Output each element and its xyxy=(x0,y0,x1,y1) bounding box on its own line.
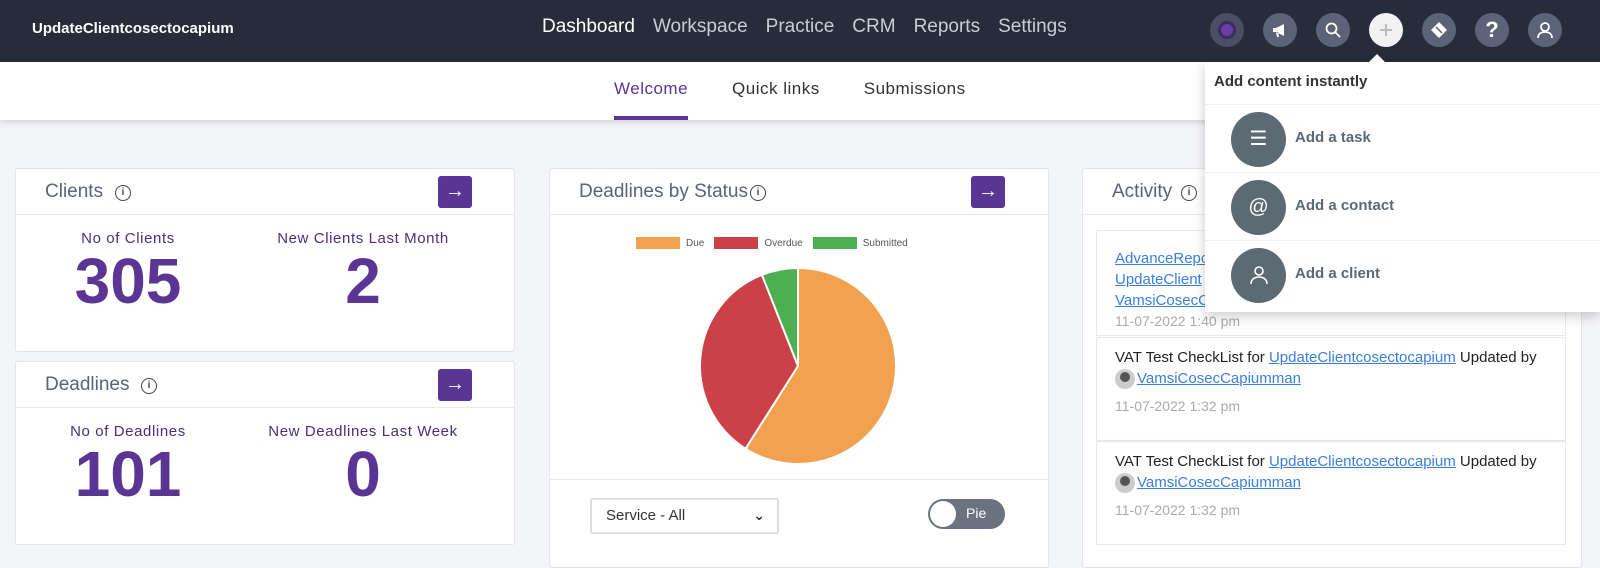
activity-client-link[interactable]: UpdateClientcosectocapium xyxy=(1268,349,1456,366)
activity-item: VAT Test CheckList for UpdateClientcosec… xyxy=(1096,337,1566,441)
service-filter-select[interactable]: Service - All ⌄ xyxy=(590,498,779,534)
stat-value: 2 xyxy=(345,245,381,317)
activity-user-link[interactable]: VamsiCosecCapiumman xyxy=(1137,474,1301,491)
megaphone-icon[interactable] xyxy=(1263,13,1297,47)
info-icon[interactable]: i xyxy=(141,378,157,394)
nav-dashboard[interactable]: Dashboard xyxy=(542,16,635,37)
sub-tabs: Welcome Quick links Submissions xyxy=(614,62,966,120)
activity-timestamp: 11-07-2022 1:32 pm xyxy=(1115,502,1241,519)
activity-client-link[interactable]: UpdateClientcosectocapium xyxy=(1268,453,1456,470)
ticket-icon[interactable] xyxy=(1422,13,1456,47)
deadlines-title: Deadlines xyxy=(45,374,130,395)
legend-swatch xyxy=(636,237,680,249)
avatar xyxy=(1115,473,1135,494)
info-icon[interactable]: i xyxy=(1181,185,1197,201)
legend-label: Overdue xyxy=(764,237,803,249)
stat-value: 0 xyxy=(345,438,381,510)
nav-practice[interactable]: Practice xyxy=(765,16,835,37)
activity-title: Activity xyxy=(1112,181,1173,202)
pie-slice-overdue[interactable] xyxy=(699,273,800,451)
stat-label: No of Clients xyxy=(81,230,175,247)
activity-text: Updated by xyxy=(1455,349,1537,366)
add-plus-icon[interactable] xyxy=(1369,13,1403,47)
chart-footer-divider xyxy=(550,479,1048,480)
nav-workspace[interactable]: Workspace xyxy=(652,16,748,37)
nav-crm[interactable]: CRM xyxy=(852,16,896,37)
chart-legend: Due Overdue Submitted xyxy=(636,237,912,249)
deadlines-pie-chart xyxy=(699,266,897,465)
clients-title: Clients xyxy=(45,181,104,202)
legend-item-submitted[interactable]: Submitted xyxy=(812,237,908,249)
deadlines-open-button[interactable]: → xyxy=(438,369,472,401)
add-client-item[interactable]: Add a client xyxy=(1205,240,1600,308)
add-task-item[interactable]: ☰ Add a task xyxy=(1205,104,1600,172)
toggle-label: Pie xyxy=(966,505,987,521)
activity-user-link[interactable]: VamsiCosecCapiumman xyxy=(1137,370,1301,387)
pie-slice-due[interactable] xyxy=(744,266,897,465)
clients-card-header: Clients i → xyxy=(16,169,514,215)
nav-reports[interactable]: Reports xyxy=(913,16,981,37)
deadlines-card-header: Deadlines i → xyxy=(16,362,514,408)
checklist-icon: ☰ xyxy=(1231,112,1286,167)
main-nav: Dashboard Workspace Practice CRM Reports… xyxy=(542,16,1067,38)
info-icon[interactable]: i xyxy=(115,185,131,201)
activity-text: VAT Test CheckList for xyxy=(1115,453,1269,470)
user-icon[interactable] xyxy=(1528,13,1562,47)
legend-swatch xyxy=(714,237,759,249)
dropdown-title: Add content instantly xyxy=(1214,73,1368,90)
clients-card: Clients i → No of Clients 305 New Client… xyxy=(15,168,515,352)
stat-value: 305 xyxy=(74,245,182,317)
help-icon[interactable]: ? xyxy=(1475,13,1509,47)
legend-label: Submitted xyxy=(862,237,908,249)
no-of-deadlines-stat: No of Deadlines 101 xyxy=(28,423,228,506)
brand-name[interactable]: UpdateClientcosectocapium xyxy=(32,20,234,37)
activity-link[interactable]: VamsiCosecC xyxy=(1115,292,1209,309)
legend-swatch xyxy=(812,237,857,249)
toggle-knob xyxy=(930,501,956,527)
company-logo-icon[interactable] xyxy=(1210,13,1244,47)
person-icon xyxy=(1231,248,1286,303)
new-clients-stat: New Clients Last Month 2 xyxy=(248,230,478,313)
deadlines-status-title: Deadlines by Status xyxy=(579,181,748,202)
top-navbar: UpdateClientcosectocapium Dashboard Work… xyxy=(0,0,1600,62)
add-content-dropdown: Add content instantly ☰ Add a task @ Add… xyxy=(1205,54,1600,312)
deadlines-card: Deadlines i → No of Deadlines 101 New De… xyxy=(15,361,515,545)
at-icon: @ xyxy=(1231,180,1286,235)
add-contact-item[interactable]: @ Add a contact xyxy=(1205,172,1600,240)
tab-submissions[interactable]: Submissions xyxy=(863,79,966,98)
info-icon[interactable]: i xyxy=(750,185,766,201)
nav-settings[interactable]: Settings xyxy=(998,16,1067,37)
stat-label: New Clients Last Month xyxy=(277,230,449,247)
stat-label: New Deadlines Last Week xyxy=(268,423,458,440)
tab-welcome[interactable]: Welcome xyxy=(614,62,689,120)
deadlines-status-header: Deadlines by Status i → xyxy=(550,169,1048,215)
activity-link[interactable]: UpdateClient xyxy=(1115,271,1202,288)
menu-item-label: Add a client xyxy=(1295,265,1381,282)
tab-quick-links[interactable]: Quick links xyxy=(732,79,820,98)
stat-label: No of Deadlines xyxy=(70,423,186,440)
deadlines-status-open-button[interactable]: → xyxy=(971,176,1005,208)
legend-label: Due xyxy=(686,237,705,249)
activity-timestamp: 11-07-2022 1:32 pm xyxy=(1115,398,1241,415)
pie-slice-submitted[interactable] xyxy=(760,266,799,367)
legend-item-due[interactable]: Due xyxy=(636,237,704,249)
select-value: Service - All xyxy=(606,507,686,524)
clients-open-button[interactable]: → xyxy=(438,176,472,208)
activity-link[interactable]: AdvanceRepo xyxy=(1115,250,1210,267)
avatar xyxy=(1115,369,1135,390)
menu-item-label: Add a task xyxy=(1295,129,1371,146)
activity-timestamp: 11-07-2022 1:40 pm xyxy=(1115,313,1241,329)
new-deadlines-stat: New Deadlines Last Week 0 xyxy=(248,423,478,506)
chart-type-toggle[interactable]: Pie xyxy=(928,499,1005,529)
menu-item-label: Add a contact xyxy=(1295,197,1395,214)
top-icons: ? xyxy=(1210,13,1562,47)
no-of-clients-stat: No of Clients 305 xyxy=(28,230,228,313)
activity-text: Updated by xyxy=(1455,453,1537,470)
activity-item: VAT Test CheckList for UpdateClientcosec… xyxy=(1096,441,1566,545)
search-icon[interactable] xyxy=(1316,13,1350,47)
stat-value: 101 xyxy=(74,438,182,510)
activity-text: VAT Test CheckList for xyxy=(1115,349,1269,366)
chevron-down-icon: ⌄ xyxy=(753,507,765,523)
legend-item-overdue[interactable]: Overdue xyxy=(714,237,803,249)
